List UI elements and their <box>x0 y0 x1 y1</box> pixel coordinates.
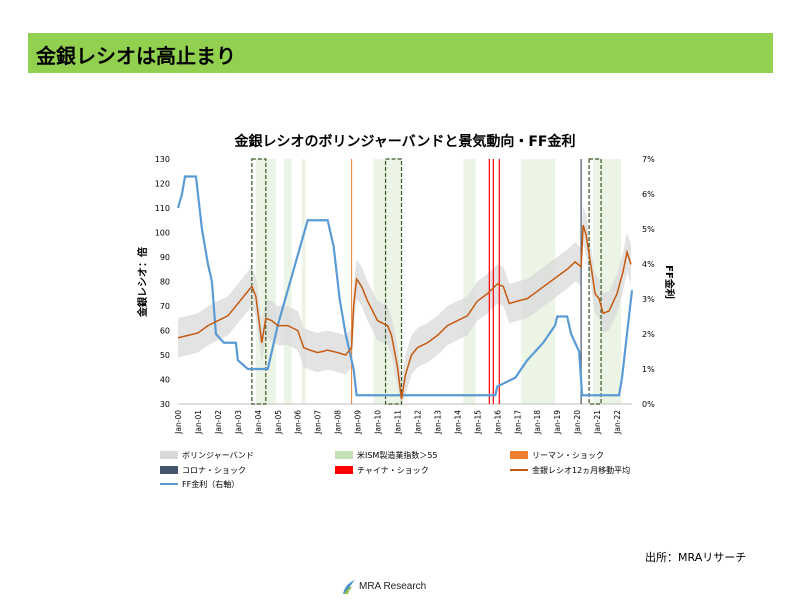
y2-tick-label: 0% <box>642 400 655 409</box>
page-title: 金銀レシオは高止まり <box>36 44 236 68</box>
logo-text: MRA Research <box>359 581 427 592</box>
ff-rate-line <box>176 175 634 397</box>
y2-tick-label: 4% <box>642 260 655 269</box>
highlight-period-box <box>251 158 267 405</box>
legend-label-band: ボリンジャーバンド <box>182 451 254 460</box>
x-tick-label: Jan-10 <box>374 410 383 435</box>
ism-period <box>301 159 306 404</box>
x-tick-label: Jan-21 <box>593 410 602 435</box>
x-tick-label: Jan-15 <box>473 410 482 435</box>
y-tick-label: 80 <box>160 278 170 287</box>
y-tick-label: 50 <box>160 351 170 360</box>
company-logo: MRA Research <box>341 578 426 598</box>
ism-period <box>283 159 292 404</box>
y2-tick-label: 2% <box>642 330 655 339</box>
bollinger-band <box>178 205 632 404</box>
y-tick-label: 90 <box>160 253 170 262</box>
x-tick-label: Jan-17 <box>513 410 522 435</box>
legend-label-lehman: リーマン・ショック <box>532 451 604 460</box>
y-tick-label: 130 <box>155 155 170 164</box>
legend-label-corona: コロナ・ショック <box>182 466 246 475</box>
x-tick-label: Jan-13 <box>433 410 442 435</box>
y-tick-label: 100 <box>155 229 170 238</box>
legend-swatch-lehman <box>510 451 528 459</box>
x-tick-label: Jan-16 <box>493 410 502 435</box>
y-tick-label: 30 <box>160 400 170 409</box>
y-axis-label: 金銀レシオ：倍 <box>136 247 149 318</box>
legend-label-ratio: 金銀レシオ12ヵ月移動平均 <box>532 465 630 475</box>
x-tick-label: Jan-14 <box>453 410 462 435</box>
x-tick-label: Jan-07 <box>314 410 323 435</box>
header-bar: 金銀レシオは高止まり <box>28 33 773 73</box>
y2-axis-label: FF金利 <box>663 265 676 299</box>
legend-swatch-ism <box>335 451 353 459</box>
legend-swatch-corona <box>160 466 178 474</box>
legend-label-ff: FF金利（右軸） <box>182 479 239 489</box>
x-tick-label: Jan-09 <box>354 410 363 435</box>
x-tick-label: Jan-20 <box>573 410 582 435</box>
x-tick-label: Jan-03 <box>234 410 243 435</box>
legend-swatch-china <box>335 466 353 474</box>
y-tick-label: 110 <box>155 204 170 213</box>
x-tick-label: Jan-04 <box>254 410 263 435</box>
source-note: 出所：MRAリサーチ <box>645 551 747 564</box>
x-tick-label: Jan-12 <box>413 410 422 435</box>
legend-swatch-band <box>160 451 178 459</box>
y-tick-label: 40 <box>160 376 170 385</box>
x-tick-label: Jan-22 <box>613 410 622 435</box>
x-tick-label: Jan-06 <box>294 410 303 435</box>
y2-tick-label: 6% <box>642 190 655 199</box>
gold-silver-ratio-line <box>177 224 632 400</box>
legend-label-china: チャイナ・ショック <box>357 466 429 475</box>
x-tick-label: Jan-19 <box>553 410 562 435</box>
y2-tick-label: 1% <box>642 365 655 374</box>
logo-icon <box>343 580 355 594</box>
y2-tick-label: 3% <box>642 295 655 304</box>
ism-period <box>463 159 476 404</box>
y-tick-label: 120 <box>155 180 170 189</box>
y-tick-label: 70 <box>160 302 170 311</box>
highlight-period-box <box>384 158 403 405</box>
y-tick-label: 60 <box>160 327 170 336</box>
x-tick-label: Jan-11 <box>394 410 403 435</box>
chart-title: 金銀レシオのボリンジャーバンドと景気動向・FF金利 <box>234 133 576 150</box>
legend-label-ism: 米ISM製造業指数＞55 <box>357 450 438 460</box>
x-tick-label: Jan-00 <box>174 410 183 435</box>
y2-tick-label: 7% <box>642 155 655 164</box>
x-tick-label: Jan-05 <box>274 410 283 435</box>
x-tick-label: Jan-18 <box>533 410 542 435</box>
x-tick-label: Jan-02 <box>214 410 223 435</box>
highlight-period-box <box>588 158 602 405</box>
y2-tick-label: 5% <box>642 225 655 234</box>
x-tick-label: Jan-01 <box>194 410 203 435</box>
x-tick-label: Jan-08 <box>334 410 343 435</box>
